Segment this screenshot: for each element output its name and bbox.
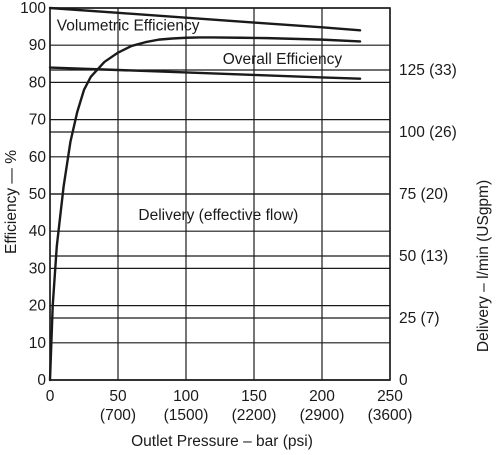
series-line-overall-efficiency bbox=[48, 36, 362, 382]
curve-label: Delivery (effective flow) bbox=[138, 207, 298, 224]
curve-label: Volumetric Efficiency bbox=[57, 17, 200, 34]
y-tick-label: 20 bbox=[29, 298, 47, 315]
x-tick-label: 0 bbox=[46, 388, 55, 405]
y-tick-label: 50 bbox=[29, 186, 47, 203]
x-tick-sublabel: (1500) bbox=[164, 407, 209, 424]
x-axis: 0 50 (700) 100 (1500) 150 (2200) 200 (2900) 250 (3… bbox=[46, 388, 413, 424]
y-tick-label: 40 bbox=[29, 223, 47, 240]
y-tick-label: 10 bbox=[29, 335, 47, 352]
grid-lines bbox=[49, 7, 391, 381]
x-axis-label: Outlet Pressure – bar (psi) bbox=[131, 433, 313, 450]
y2-tick-label: 125 (33) bbox=[399, 62, 457, 79]
y-tick-label: 70 bbox=[29, 112, 47, 129]
series-lines bbox=[48, 6, 362, 382]
x-tick-label: 250 bbox=[377, 388, 403, 405]
y2-tick-label: 25 (7) bbox=[399, 310, 440, 327]
plot-frame bbox=[49, 7, 391, 381]
x-tick-label: 200 bbox=[309, 388, 335, 405]
y-tick-label: 80 bbox=[29, 74, 47, 91]
y-tick-label: 0 bbox=[37, 372, 46, 389]
y-tick-label: 30 bbox=[29, 260, 47, 277]
x-tick-label: 100 bbox=[173, 388, 199, 405]
y2-tick-label: 75 (20) bbox=[399, 186, 448, 203]
y2-tick-label: 0 bbox=[399, 372, 408, 389]
series-line-volumetric-efficiency bbox=[48, 6, 362, 32]
x-tick-sublabel: (3600) bbox=[368, 407, 413, 424]
y-tick-label: 90 bbox=[29, 37, 47, 54]
x-tick-sublabel: (2200) bbox=[232, 407, 277, 424]
y2-axis-label: Delivery – l/min (USgpm) bbox=[475, 180, 492, 352]
y2-tick-label: 50 (13) bbox=[399, 248, 448, 265]
y-tick-label: 100 bbox=[20, 0, 46, 17]
series-line-delivery-effective-flow bbox=[48, 66, 362, 80]
y-axis-label: Efficiency — % bbox=[3, 150, 20, 254]
y-axis-left: 0 10 20 30 40 50 60 70 80 90 100 bbox=[20, 0, 46, 389]
x-tick-label: 150 bbox=[241, 388, 267, 405]
y-axis-right: 0 25 (7) 50 (13) 75 (20) 100 (26) 125 (33) bbox=[399, 62, 457, 389]
y2-tick-label: 100 (26) bbox=[399, 124, 457, 141]
curve-label: Overall Efficiency bbox=[223, 51, 343, 68]
x-tick-sublabel: (700) bbox=[100, 407, 136, 424]
x-tick-sublabel: (2900) bbox=[300, 407, 345, 424]
x-tick-label: 50 bbox=[109, 388, 127, 405]
y-tick-label: 60 bbox=[29, 149, 47, 166]
curve-annotations: Volumetric Efficiency Overall Efficiency D… bbox=[57, 17, 343, 224]
